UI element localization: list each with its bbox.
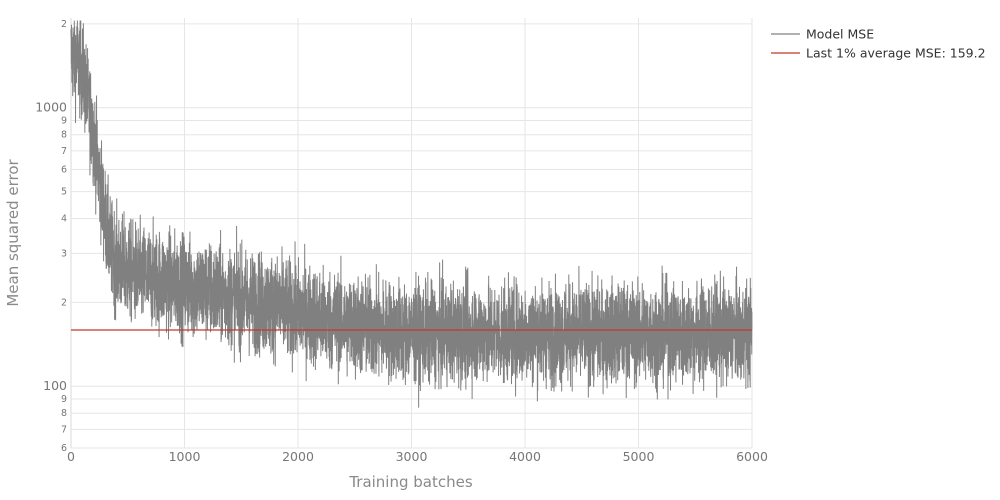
- y-minor-tick-label: 2: [61, 297, 67, 308]
- legend-label: Model MSE: [806, 27, 874, 42]
- y-minor-tick-label: 8: [61, 408, 67, 419]
- y-axis-title: Mean squared error: [4, 158, 22, 306]
- x-tick-label: 1000: [169, 449, 201, 464]
- y-minor-tick-label: 9: [61, 394, 67, 405]
- grid: [70, 18, 753, 449]
- x-tick-label: 0: [67, 449, 75, 464]
- tick-labels: 0 1000 2000 3000 4000 5000 6000 100 1000 6 7 8 9 2 3 4 5…: [35, 19, 768, 464]
- y-minor-tick-label: 9: [61, 115, 67, 126]
- x-tick-label: 3000: [396, 449, 428, 464]
- y-minor-tick-label: 7: [61, 146, 67, 157]
- legend-label: Last 1% average MSE: 159.2: [806, 46, 986, 61]
- y-minor-tick-label: 6: [61, 443, 67, 454]
- x-axis-title: Training batches: [348, 473, 473, 491]
- series-layer: [70, 20, 753, 408]
- y-tick-label: 100: [43, 378, 67, 393]
- x-tick-label: 6000: [736, 449, 768, 464]
- y-minor-tick-label: 2: [61, 19, 67, 30]
- y-minor-tick-label: 8: [61, 130, 67, 141]
- series-model-mse-line: [70, 20, 753, 408]
- x-tick-label: 2000: [282, 449, 314, 464]
- y-minor-tick-label: 3: [61, 248, 67, 259]
- legend-item[interactable]: Last 1% average MSE: 159.2: [771, 46, 986, 61]
- y-minor-tick-label: 4: [61, 214, 67, 225]
- y-tick-label: 1000: [35, 100, 67, 115]
- y-minor-tick-label: 6: [61, 165, 67, 176]
- y-minor-tick-label: 5: [61, 187, 67, 198]
- legend[interactable]: Model MSE Last 1% average MSE: 159.2: [771, 27, 986, 61]
- x-tick-label: 5000: [623, 449, 655, 464]
- legend-item[interactable]: Model MSE: [771, 27, 874, 42]
- y-minor-tick-label: 7: [61, 424, 67, 435]
- x-tick-label: 4000: [509, 449, 541, 464]
